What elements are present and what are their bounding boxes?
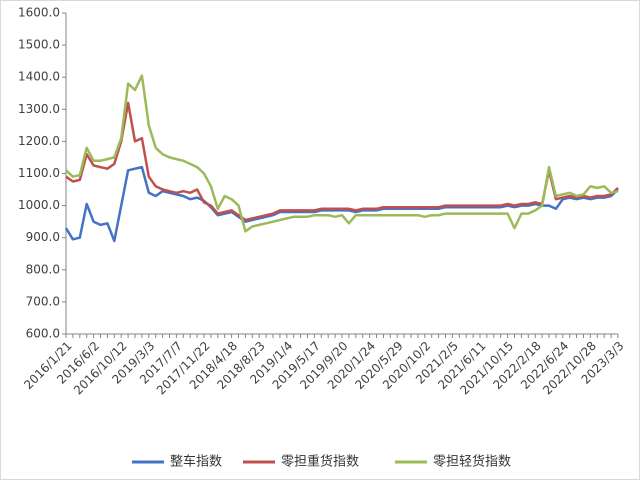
y-tick-label: 1200.0 xyxy=(18,134,60,148)
y-tick-label: 1400.0 xyxy=(18,70,60,84)
y-tick-label: 1300.0 xyxy=(18,102,60,116)
y-tick-label: 600.0 xyxy=(26,327,60,341)
series-line xyxy=(64,165,619,243)
y-tick-label: 1000.0 xyxy=(18,198,60,212)
series-line xyxy=(65,74,619,233)
y-tick-label: 1500.0 xyxy=(18,38,60,52)
y-tick-label: 700.0 xyxy=(26,294,60,308)
legend-label: 零担重货指数 xyxy=(281,454,359,470)
y-tick-label: 900.0 xyxy=(26,230,60,244)
legend-label: 整车指数 xyxy=(170,454,222,470)
series-line xyxy=(65,101,619,222)
legend-label: 零担轻货指数 xyxy=(433,454,511,470)
y-tick-label: 800.0 xyxy=(26,262,60,276)
y-tick-label: 1600.0 xyxy=(18,6,60,20)
y-tick-label: 1100.0 xyxy=(18,166,60,180)
